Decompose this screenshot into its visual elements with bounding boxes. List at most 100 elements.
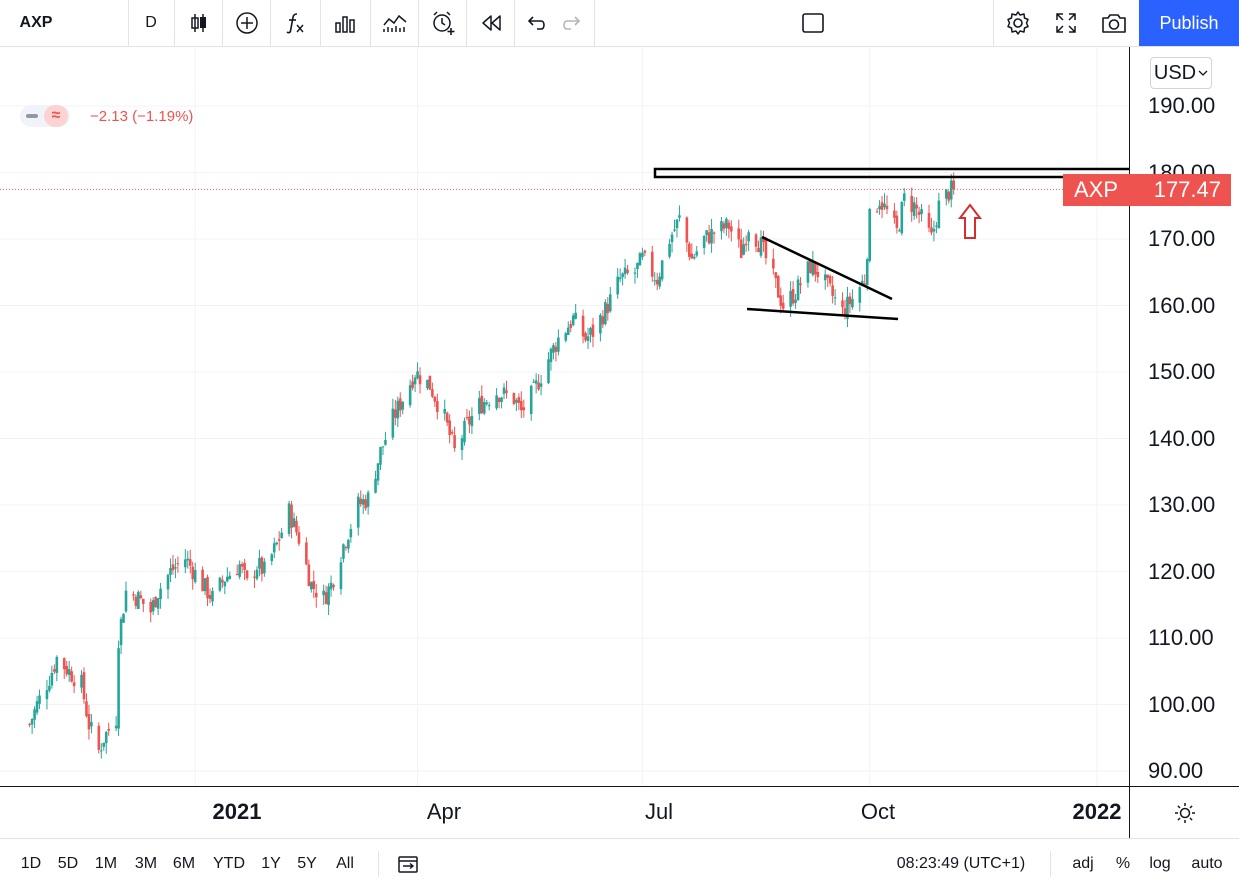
toolbar-divider	[514, 0, 515, 46]
candle-body	[851, 298, 854, 308]
redo-button[interactable]	[552, 0, 592, 46]
candle-body	[702, 235, 706, 248]
range-button-1m[interactable]: 1M	[94, 855, 118, 872]
candle-body	[453, 435, 456, 449]
financials-button[interactable]	[322, 0, 368, 46]
currency-label: USD	[1153, 61, 1197, 84]
toolbar-divider	[270, 0, 271, 46]
candle-body	[678, 215, 681, 218]
candle-body	[949, 180, 953, 200]
candle-body	[932, 228, 936, 232]
candle-body	[238, 564, 241, 577]
undo-button[interactable]	[516, 0, 556, 46]
clock[interactable]: 08:23:49 (UTC+1)	[896, 855, 1026, 872]
candle-body	[633, 272, 637, 274]
series-legend: ≈ −2.13 (−1.19%)	[20, 105, 193, 127]
interval-button[interactable]: D	[128, 0, 174, 46]
candle-body	[920, 209, 923, 215]
candle-body	[774, 272, 778, 279]
toolbar-divider	[378, 851, 379, 877]
date-range-icon[interactable]	[397, 853, 419, 875]
range-button-1y[interactable]: 1Y	[261, 855, 281, 872]
descending-trendline[interactable]	[761, 235, 893, 301]
symbol-label: AXP	[19, 14, 53, 31]
compare-button[interactable]	[224, 0, 270, 46]
range-button-6m[interactable]: 6M	[172, 855, 196, 872]
candle-body	[240, 564, 244, 567]
candle-body	[500, 397, 503, 402]
price-label: 90.00	[1148, 758, 1204, 783]
fullscreen-icon	[1056, 13, 1076, 33]
scale-option-auto[interactable]: auto	[1191, 855, 1223, 872]
candle-body	[349, 528, 353, 538]
currency-select[interactable]: USD	[1150, 57, 1212, 89]
range-button-1d[interactable]: 1D	[20, 855, 42, 872]
time-label: Jul	[644, 799, 674, 824]
candle-body	[863, 283, 867, 285]
chart-style-button[interactable]	[176, 0, 222, 46]
chart-pane[interactable]: ≈ −2.13 (−1.19%)	[0, 47, 1129, 786]
fullscreen-button[interactable]	[1043, 0, 1089, 46]
settings-button[interactable]	[995, 0, 1041, 46]
candle-body	[739, 239, 743, 259]
time-label: 2022	[1072, 799, 1122, 824]
range-button-all[interactable]: All	[336, 855, 354, 872]
candle-body	[186, 558, 190, 561]
time-axis[interactable]: 2021 Apr Jul Oct 2022	[0, 786, 1129, 839]
candle-body	[332, 584, 335, 588]
candle-body	[618, 277, 622, 280]
toolbar-divider	[174, 0, 175, 46]
candle-body	[900, 202, 904, 234]
candle-body	[35, 701, 39, 713]
candle-body	[495, 395, 498, 409]
resistance-rectangle[interactable]	[653, 167, 1129, 179]
replay-button[interactable]	[468, 0, 514, 46]
up-arrow-drawing[interactable]	[957, 203, 983, 239]
interval-label: D	[145, 14, 157, 31]
publish-button[interactable]: Publish	[1139, 0, 1239, 46]
scale-option-log[interactable]: log	[1149, 855, 1171, 872]
range-button-ytd[interactable]: YTD	[213, 855, 245, 872]
candle-body	[38, 695, 41, 704]
candle-body	[450, 431, 454, 434]
candle-body	[823, 274, 827, 281]
candle-body	[574, 312, 577, 319]
candle-body	[584, 333, 587, 341]
candle-body	[621, 273, 624, 278]
alert-button[interactable]	[420, 0, 466, 46]
candle-body	[379, 447, 382, 465]
candle-body	[586, 336, 590, 341]
candle-body	[287, 503, 291, 534]
range-button-5y[interactable]: 5Y	[297, 855, 317, 872]
candle-body	[789, 290, 792, 307]
candle-body	[460, 438, 464, 451]
support-trendline[interactable]	[746, 307, 899, 321]
candle-body	[356, 496, 360, 528]
indicators-button[interactable]	[272, 0, 318, 46]
candle-body	[608, 294, 612, 312]
candle-body	[104, 731, 108, 744]
price-axis[interactable]: USD 190.00 180.00 170.00 160.00 150.00 140.00…	[1129, 47, 1239, 786]
candle-body	[833, 297, 837, 299]
candle-body	[119, 619, 123, 646]
candle-body	[695, 251, 699, 256]
candle-body	[791, 289, 795, 304]
range-button-3m[interactable]: 3M	[134, 855, 158, 872]
symbol-search-button[interactable]: AXP	[0, 0, 72, 46]
candle-body	[705, 230, 708, 236]
candle-body	[848, 296, 852, 305]
candle-body	[497, 398, 501, 403]
legend-toggle[interactable]: ≈	[20, 105, 70, 127]
scale-option-percent[interactable]: %	[1115, 855, 1131, 872]
layout-button[interactable]	[790, 0, 836, 46]
toolbar-divider	[370, 0, 371, 46]
last-price-value: 177.47	[1153, 177, 1221, 202]
sun-icon[interactable]	[1174, 802, 1196, 824]
templates-button[interactable]	[372, 0, 418, 46]
range-button-5d[interactable]: 5D	[57, 855, 79, 872]
scale-option-adj[interactable]: adj	[1072, 855, 1094, 872]
candle-body	[606, 303, 610, 314]
price-chart[interactable]	[0, 47, 1129, 786]
candle-body	[228, 575, 232, 580]
snapshot-button[interactable]	[1091, 0, 1137, 46]
